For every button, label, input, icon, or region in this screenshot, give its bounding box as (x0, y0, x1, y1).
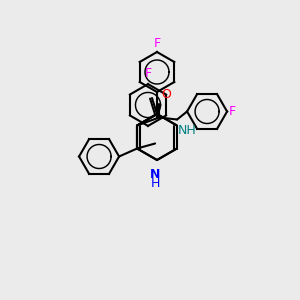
Text: F: F (153, 37, 161, 50)
Text: N: N (150, 168, 160, 181)
Text: H: H (150, 177, 160, 190)
Text: F: F (229, 105, 236, 118)
Text: NH: NH (178, 124, 197, 137)
Text: O: O (161, 88, 171, 101)
Text: F: F (144, 67, 152, 80)
